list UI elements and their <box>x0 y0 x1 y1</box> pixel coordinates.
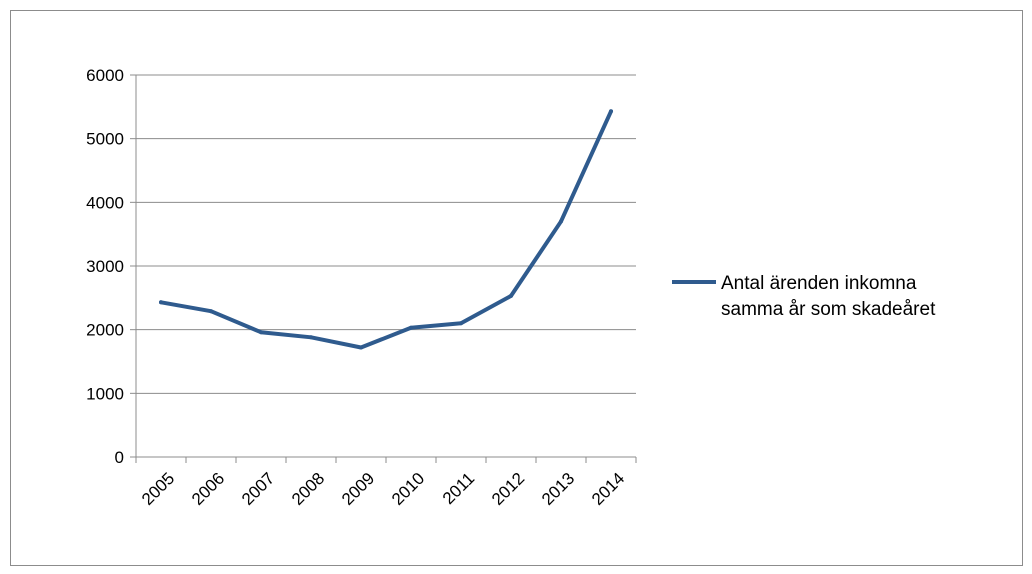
data-point <box>459 321 463 326</box>
data-point <box>309 335 313 340</box>
data-point <box>259 330 263 335</box>
x-tick-label: 2013 <box>538 469 578 509</box>
y-tick-label: 5000 <box>86 130 124 149</box>
data-point <box>159 300 163 305</box>
data-point <box>409 325 413 330</box>
legend: Antal ärenden inkomna samma år som skade… <box>672 273 936 320</box>
y-tick-label: 1000 <box>86 384 124 403</box>
x-tick-label: 2011 <box>439 469 478 508</box>
x-tick-label: 2009 <box>338 469 378 509</box>
data-point <box>609 109 613 114</box>
x-tick-label: 2014 <box>588 469 628 509</box>
series-line <box>159 109 613 350</box>
y-tick-label: 3000 <box>86 257 124 276</box>
x-tick-label: 2008 <box>288 469 328 509</box>
y-tick-label: 4000 <box>86 193 124 212</box>
x-tick-label: 2005 <box>138 469 178 509</box>
legend-label-line-1: Antal ärenden inkomna <box>721 273 917 294</box>
y-tick-label: 2000 <box>86 321 124 340</box>
data-point <box>509 293 513 298</box>
y-tick-label: 6000 <box>86 66 124 85</box>
data-point <box>559 219 563 224</box>
x-tick-label: 2006 <box>188 469 228 509</box>
x-tick-label: 2007 <box>238 469 278 509</box>
data-point <box>209 309 213 314</box>
y-tick-label: 0 <box>115 448 124 467</box>
x-tick-label: 2012 <box>488 469 528 509</box>
legend-label-line-2: samma år som skadeåret <box>721 299 936 320</box>
x-tick-label: 2010 <box>388 469 428 509</box>
data-point <box>359 345 363 350</box>
